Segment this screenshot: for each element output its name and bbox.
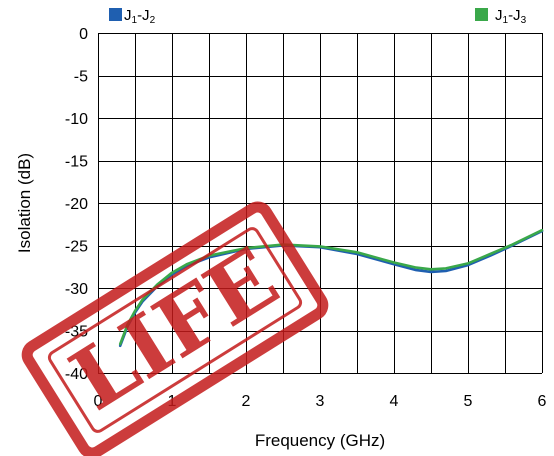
x-tick-label: 2 — [242, 393, 251, 410]
x-tick-label: 4 — [390, 393, 399, 410]
x-tick-label: 5 — [464, 393, 473, 410]
y-axis-title: Isolation (dB) — [15, 153, 34, 253]
legend-item-j1-j3: J1-J3 — [475, 7, 527, 26]
chart-grid — [98, 33, 543, 374]
y-tick-label: -20 — [65, 196, 88, 213]
series-line-j1-j3 — [118, 228, 544, 346]
chart-legend: J1-J2 J1-J3 — [109, 7, 527, 26]
x-axis-title: Frequency (GHz) — [255, 431, 385, 450]
y-tick-label: -10 — [65, 111, 88, 128]
y-tick-label: -40 — [65, 366, 88, 383]
stamp-inner-border — [47, 227, 303, 433]
x-tick-label: 3 — [316, 393, 325, 410]
legend-item-j1-j2: J1-J2 — [109, 7, 156, 26]
stamp-border — [21, 201, 329, 456]
y-tick-label: -25 — [65, 239, 88, 256]
legend-swatch-j1-j3 — [475, 8, 488, 21]
chart-series — [118, 228, 544, 348]
legend-label-j1-j3: J1-J3 — [495, 7, 527, 26]
y-tick-label: -5 — [74, 69, 88, 86]
y-tick-label: 0 — [79, 26, 88, 43]
x-tick-label: 0 — [94, 393, 103, 410]
legend-swatch-j1-j2 — [109, 8, 122, 21]
x-tick-label: 6 — [538, 393, 547, 410]
legend-label-j1-j2: J1-J2 — [124, 7, 156, 26]
y-tick-label: -15 — [65, 154, 88, 171]
y-tick-label: -30 — [65, 281, 88, 298]
chart-ticks: 0-5-10-15-20-25-30-35-400 1 2 3 4 5 6 — [65, 26, 547, 410]
